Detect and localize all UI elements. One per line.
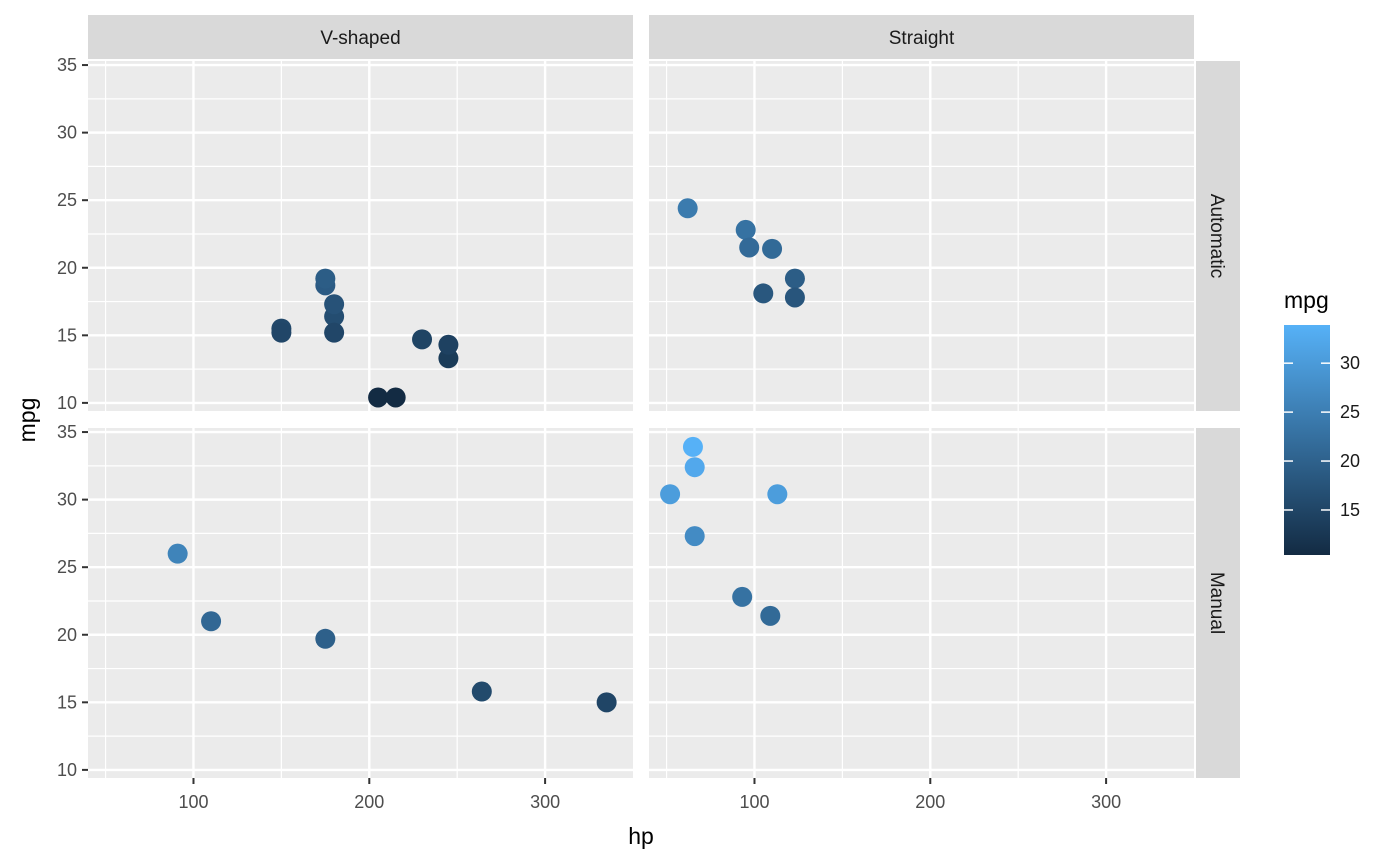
legend-ticks: 15 20 25 30 xyxy=(1284,353,1360,520)
strip-background xyxy=(649,15,1194,59)
strip-background xyxy=(1196,61,1240,411)
x-tick-label: 200 xyxy=(354,792,384,812)
panel-background xyxy=(649,428,1194,778)
data-point xyxy=(682,436,703,457)
legend-colorbar xyxy=(1284,325,1330,555)
data-point xyxy=(684,526,705,547)
y-axis-title: mpg xyxy=(14,398,40,443)
y-tick-label: 20 xyxy=(57,625,77,645)
data-point xyxy=(324,294,345,315)
legend-tick-label: 15 xyxy=(1340,500,1360,520)
data-point xyxy=(739,237,760,258)
data-point xyxy=(167,543,188,564)
strip-label: Straight xyxy=(889,28,955,49)
strip-right-2: Manual xyxy=(1196,428,1240,778)
strip-top-2: Straight xyxy=(649,15,1194,59)
data-point xyxy=(201,611,222,632)
data-point xyxy=(412,329,433,350)
x-tick-label: 100 xyxy=(739,792,769,812)
y-tick-label: 10 xyxy=(57,393,77,413)
data-point xyxy=(596,692,617,713)
y-tick-label: 30 xyxy=(57,490,77,510)
strip-label: Manual xyxy=(1206,572,1227,634)
data-point xyxy=(753,283,774,304)
data-point xyxy=(762,238,783,259)
data-point xyxy=(660,484,681,505)
y-tick-label: 10 xyxy=(57,760,77,780)
data-point xyxy=(735,219,756,240)
panel-automatic-straight xyxy=(649,61,1194,411)
data-point xyxy=(315,628,336,649)
x-axis-title: hp xyxy=(628,823,654,849)
y-tick-label: 30 xyxy=(57,123,77,143)
data-point xyxy=(784,268,805,289)
strips-layer: V-shaped Straight Automatic Manual xyxy=(88,15,1240,778)
y-tick-label: 20 xyxy=(57,258,77,278)
strip-background xyxy=(88,15,633,59)
strip-background xyxy=(1196,428,1240,778)
data-point xyxy=(385,387,406,408)
y-tick-label: 15 xyxy=(57,692,77,712)
strip-top-1: V-shaped xyxy=(88,15,633,59)
data-point xyxy=(315,268,336,289)
y-tick-label: 35 xyxy=(57,55,77,75)
data-point xyxy=(760,605,781,626)
data-point xyxy=(784,287,805,308)
panel-automatic-vshaped xyxy=(88,61,633,411)
y-tick-label: 25 xyxy=(57,190,77,210)
x-tick-label: 300 xyxy=(530,792,560,812)
axes-layer: 10 15 20 25 30 35 10 15 20 25 30 35 100 200 300 100 200 3… xyxy=(57,55,1121,812)
data-point xyxy=(438,334,459,355)
data-point xyxy=(684,457,705,478)
panel-manual-vshaped xyxy=(88,428,633,778)
strip-right-1: Automatic xyxy=(1196,61,1240,411)
data-point xyxy=(732,586,753,607)
legend-tick-label: 25 xyxy=(1340,402,1360,422)
panel-background xyxy=(649,61,1194,411)
panel-background xyxy=(88,61,633,411)
color-legend: mpg 15 20 25 30 xyxy=(1284,287,1360,555)
x-tick-label: 300 xyxy=(1091,792,1121,812)
strip-label: Automatic xyxy=(1206,194,1227,278)
data-point xyxy=(767,484,788,505)
y-tick-label: 25 xyxy=(57,557,77,577)
x-tick-label: 100 xyxy=(178,792,208,812)
legend-tick-label: 20 xyxy=(1340,451,1360,471)
data-point xyxy=(368,387,389,408)
strip-label: V-shaped xyxy=(320,28,400,49)
data-point xyxy=(677,198,698,219)
legend-title: mpg xyxy=(1284,287,1329,313)
panels-layer xyxy=(88,61,1194,778)
panel-background xyxy=(88,428,633,778)
data-point xyxy=(324,322,345,343)
legend-tick-label: 30 xyxy=(1340,353,1360,373)
y-tick-label: 15 xyxy=(57,325,77,345)
x-tick-label: 200 xyxy=(915,792,945,812)
panel-manual-straight xyxy=(649,428,1194,778)
data-point xyxy=(471,681,492,702)
data-point xyxy=(271,322,292,343)
y-tick-label: 35 xyxy=(57,422,77,442)
